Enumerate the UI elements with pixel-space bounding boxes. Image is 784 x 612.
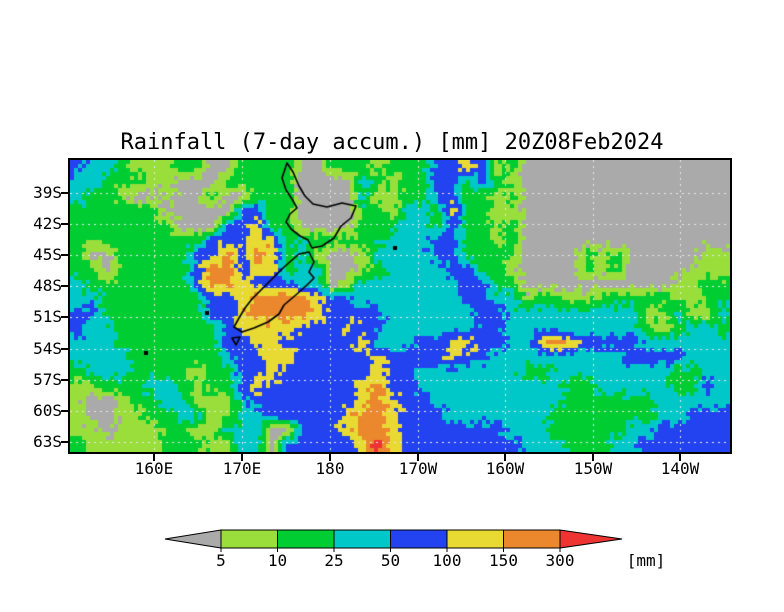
- rainfall-raster-map: [70, 160, 730, 452]
- colorbar-threshold-label: 100: [433, 551, 462, 570]
- x-axis-tick-label: 180: [315, 459, 345, 478]
- y-axis-tick-label: 39S: [33, 183, 62, 202]
- x-axis-tick: [504, 454, 506, 461]
- y-axis-tick-label: 42S: [33, 214, 62, 233]
- x-axis-tick: [153, 454, 155, 461]
- colorbar-threshold-label: 300: [546, 551, 575, 570]
- colorbar-segment: [277, 529, 335, 549]
- y-axis-tick: [61, 379, 70, 381]
- colorbar-segment: [333, 529, 391, 549]
- x-axis-tick-label: 170E: [222, 459, 262, 478]
- colorbar-above-max-arrow: [559, 529, 623, 549]
- colorbar-legend: 5 10 25 50 100 150 300 [mm]: [164, 529, 666, 570]
- y-axis-tick: [61, 192, 70, 194]
- y-axis-tick-label: 63S: [33, 432, 62, 451]
- x-axis-tick: [329, 454, 331, 461]
- colorbar-segment: [390, 529, 448, 549]
- x-axis-tick-label: 160W: [485, 459, 525, 478]
- colorbar-segment: [503, 529, 561, 549]
- colorbar-segment: [446, 529, 504, 549]
- y-axis-tick-label: 60S: [33, 401, 62, 420]
- colorbar-segment: [220, 529, 278, 549]
- y-axis-tick: [61, 441, 70, 443]
- x-axis-tick: [417, 454, 419, 461]
- y-axis-tick: [61, 410, 70, 412]
- colorbar-threshold-label: 50: [381, 551, 400, 570]
- y-axis-tick: [61, 254, 70, 256]
- x-axis-tick-label: 170W: [398, 459, 438, 478]
- colorbar-threshold-label: 150: [489, 551, 518, 570]
- y-axis-tick-label: 48S: [33, 276, 62, 295]
- x-axis-tick-label: 150W: [573, 459, 613, 478]
- x-axis-tick: [592, 454, 594, 461]
- y-axis-tick: [61, 223, 70, 225]
- x-axis-tick-label: 160E: [134, 459, 174, 478]
- colorbar-below-min-arrow: [164, 529, 222, 549]
- x-axis-tick: [679, 454, 681, 461]
- chart-title: Rainfall (7-day accum.) [mm] 20Z08Feb202…: [120, 130, 664, 155]
- colorbar-unit-label: [mm]: [627, 551, 666, 570]
- colorbar-threshold-label: 10: [268, 551, 287, 570]
- y-axis-tick-label: 54S: [33, 339, 62, 358]
- y-axis-tick: [61, 348, 70, 350]
- colorbar-threshold-label: 5: [216, 551, 226, 570]
- y-axis-tick: [61, 316, 70, 318]
- y-axis-tick-label: 57S: [33, 370, 62, 389]
- x-axis-tick: [241, 454, 243, 461]
- x-axis-tick-label: 140W: [660, 459, 700, 478]
- y-axis-tick: [61, 285, 70, 287]
- colorbar-threshold-label: 25: [324, 551, 343, 570]
- y-axis-tick-label: 45S: [33, 245, 62, 264]
- y-axis-tick-label: 51S: [33, 307, 62, 326]
